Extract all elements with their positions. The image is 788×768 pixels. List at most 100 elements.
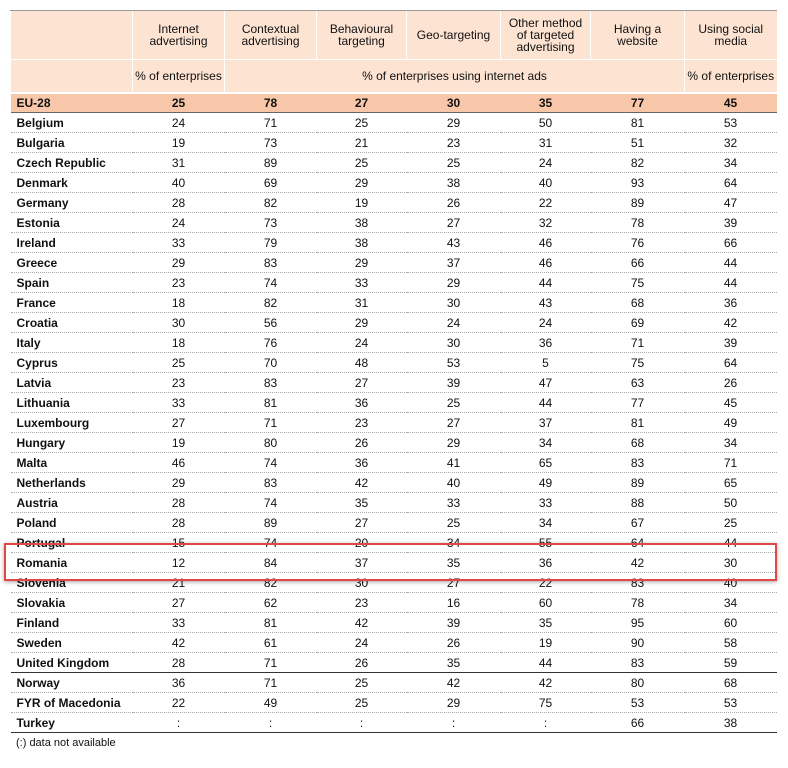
table-row: Netherlands 29 83 42 40 49 89 65 [10,472,777,493]
value-cell: 53 [684,692,777,713]
value-cell: 53 [406,352,501,373]
value-cell: 25 [316,692,407,713]
value-cell: 25 [132,93,225,113]
value-cell: 30 [406,93,501,113]
value-cell: 34 [500,512,591,533]
value-cell: 68 [684,672,777,693]
value-cell: 68 [590,432,685,453]
value-cell: 33 [132,232,225,253]
country-cell: Poland [10,512,133,533]
value-cell: 29 [406,432,501,453]
value-cell: 32 [684,132,777,153]
country-cell: Malta [10,452,133,473]
value-cell: 26 [684,372,777,393]
value-cell: 58 [684,632,777,653]
country-cell: Sweden [10,632,133,653]
value-cell: 34 [684,152,777,173]
table-row: Portugal 15 74 20 34 55 64 44 [10,532,777,553]
value-cell: 24 [316,332,407,353]
value-cell: 71 [590,332,685,353]
value-cell: 89 [224,512,317,533]
value-cell: 47 [684,192,777,213]
table-row: Turkey:::::66 38 [10,712,777,733]
value-cell: 5 [500,352,591,373]
country-cell: Latvia [10,372,133,393]
value-cell: 27 [316,93,407,113]
value-cell: 82 [224,192,317,213]
value-cell: 34 [684,592,777,613]
value-cell: 31 [132,152,225,173]
value-cell: 39 [684,332,777,353]
value-cell: 38 [316,212,407,233]
value-cell: 42 [316,612,407,633]
value-cell: 25 [316,152,407,173]
value-cell: 66 [684,232,777,253]
value-cell: 24 [500,312,591,333]
value-cell: 83 [224,372,317,393]
value-cell: 30 [406,332,501,353]
table-row: Latvia 23 83 27 39 47 63 26 [10,372,777,393]
highlight-box [4,543,777,581]
header-cell [10,10,133,60]
value-cell: 39 [684,212,777,233]
value-cell: 62 [224,592,317,613]
value-cell: 25 [316,672,407,693]
value-cell: 81 [590,412,685,433]
value-cell: 76 [224,332,317,353]
value-cell: 33 [500,492,591,513]
value-cell: 28 [132,512,225,533]
value-cell: 60 [500,592,591,613]
value-cell: 12 [132,552,225,573]
value-cell: 38 [684,712,777,733]
value-cell: 59 [684,652,777,673]
column-header: Behavioural targeting [316,10,407,60]
country-cell: Luxembourg [10,412,133,433]
value-cell: 53 [684,112,777,133]
country-cell: Slovakia [10,592,133,613]
value-cell: 44 [500,652,591,673]
value-cell: 36 [316,392,407,413]
country-cell: Norway [10,672,133,693]
value-cell: 40 [132,172,225,193]
value-cell: 29 [316,312,407,333]
value-cell: 44 [684,252,777,273]
value-cell: 42 [132,632,225,653]
value-cell: 36 [684,292,777,313]
value-cell: 93 [590,172,685,193]
value-cell: 71 [224,412,317,433]
value-cell: 37 [500,412,591,433]
table-row: Hungary 19 80 26 29 34 68 34 [10,432,777,453]
value-cell: 46 [500,252,591,273]
value-cell: 38 [406,172,501,193]
value-cell: 29 [132,252,225,273]
value-cell: 42 [316,472,407,493]
country-cell: Cyprus [10,352,133,373]
value-cell: 31 [316,292,407,313]
value-cell: 65 [500,452,591,473]
value-cell: 71 [224,672,317,693]
value-cell: 35 [500,612,591,633]
value-cell: 34 [406,532,501,553]
value-cell: 25 [406,152,501,173]
value-cell: 42 [500,672,591,693]
table-row: Cyprus 25 70 48 53 5 75 64 [10,352,777,373]
table-row: Austria 28 74 35 33 33 88 50 [10,492,777,513]
table-row: Czech Republic 31 89 25 25 24 82 34 [10,152,777,173]
value-cell: 22 [500,192,591,213]
value-cell: 44 [684,532,777,553]
value-cell: 30 [684,552,777,573]
value-cell: 37 [406,252,501,273]
value-cell: 89 [224,152,317,173]
value-cell: 83 [590,452,685,473]
value-cell: 49 [500,472,591,493]
value-cell: 71 [684,452,777,473]
value-cell: 56 [224,312,317,333]
value-cell: 16 [406,592,501,613]
value-cell: 23 [316,412,407,433]
value-cell: 83 [224,252,317,273]
value-cell: 63 [590,372,685,393]
value-cell: 27 [132,592,225,613]
value-cell: 81 [224,392,317,413]
value-cell: 43 [500,292,591,313]
